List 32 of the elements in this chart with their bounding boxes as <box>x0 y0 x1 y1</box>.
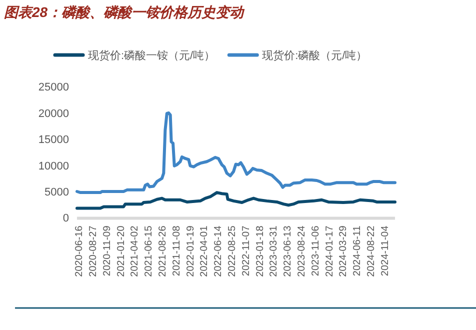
x-tick-label: 2023-06-13 <box>282 225 294 277</box>
x-tick-label: 2023-03-31 <box>268 225 280 277</box>
x-tick-label: 2020-11-09 <box>102 225 114 276</box>
x-tick-label: 2021-04-02 <box>130 225 141 277</box>
x-tick-label: 2024-11-04 <box>380 225 391 276</box>
y-tick-label: 15000 <box>38 134 69 146</box>
x-tick-label: 2022-11-07 <box>241 225 252 276</box>
x-tick-label: 2024-03-29 <box>338 225 350 277</box>
y-tick-label: 25000 <box>38 82 69 94</box>
x-tick-label: 2021-08-26 <box>157 225 168 277</box>
x-tick-label: 2024-08-22 <box>366 225 377 277</box>
x-tick-label: 2023-11-06 <box>310 225 322 276</box>
x-tick-label: 2022-01-19 <box>185 225 196 277</box>
x-tick-label: 2024-01-17 <box>324 225 336 277</box>
x-tick-label: 2022-08-25 <box>226 225 238 277</box>
y-tick-label: 20000 <box>38 108 69 120</box>
x-tick-label: 2022-04-01 <box>199 225 210 277</box>
x-tick-label: 2022-06-14 <box>213 225 224 277</box>
x-tick-label: 2021-11-08 <box>172 225 183 276</box>
x-tick-label: 2023-01-18 <box>254 225 266 277</box>
x-tick-label: 2021-01-20 <box>116 225 127 277</box>
x-tick-label: 2024-06-11 <box>352 225 364 276</box>
legend-label: 现货价:磷酸一铵（元/吨） <box>88 49 216 62</box>
x-tick-label: 2023-08-24 <box>296 225 308 277</box>
y-tick-label: 0 <box>62 212 69 225</box>
x-tick-label: 2020-06-16 <box>74 225 86 277</box>
y-tick-label: 10000 <box>38 160 69 172</box>
x-tick-label: 2021-06-15 <box>144 225 155 277</box>
x-tick-label: 2020-08-27 <box>88 225 99 277</box>
y-tick-label: 5000 <box>44 186 69 198</box>
legend-label: 现货价:磷酸（元/吨） <box>262 49 368 62</box>
chart-title: 图表28：磷酸、磷酸一铵价格历史变动 <box>4 4 246 20</box>
